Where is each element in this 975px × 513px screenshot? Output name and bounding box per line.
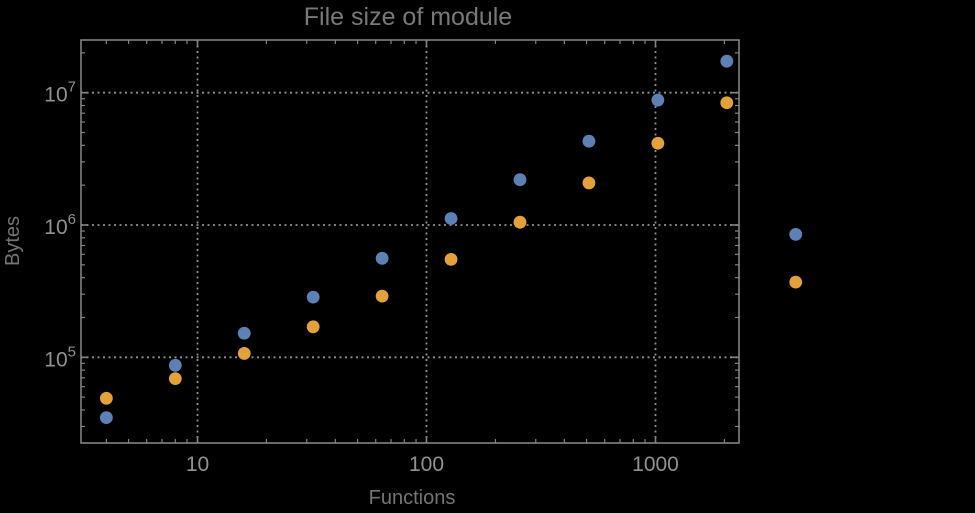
x-tick-label: 10 <box>186 453 209 476</box>
data-point-orange-x8 <box>168 372 182 386</box>
data-point-blue-x32 <box>306 290 320 304</box>
data-point-blue-x4096 <box>789 227 803 241</box>
x-tick-label: 100 <box>409 453 444 476</box>
y-tick-label: 105 <box>44 343 76 371</box>
data-point-orange-x1024 <box>651 136 665 150</box>
data-point-blue-x16 <box>237 326 251 340</box>
plot-layer: 10 100 1000 105 106 107 <box>44 39 803 476</box>
data-point-blue-x2048 <box>720 54 734 68</box>
x-tick-label: 1000 <box>632 453 679 476</box>
data-point-orange-x16 <box>237 347 251 360</box>
data-point-orange-x2048 <box>720 96 734 110</box>
data-point-orange-x512 <box>582 176 596 190</box>
plot-frame <box>80 39 740 444</box>
data-point-orange-x4 <box>99 391 113 405</box>
data-point-blue-x4 <box>99 411 113 425</box>
data-point-orange-x256 <box>513 215 527 229</box>
data-point-blue-x64 <box>375 251 389 265</box>
data-point-blue-x512 <box>582 134 596 148</box>
x-axis-label: Functions <box>369 487 456 509</box>
data-point-blue-x8 <box>168 358 182 372</box>
data-point-orange-x64 <box>375 289 389 303</box>
y-axis-label: Bytes <box>2 216 24 266</box>
data-point-blue-x1024 <box>651 93 665 107</box>
data-point-orange-x32 <box>306 320 320 334</box>
data-point-blue-x128 <box>444 212 458 225</box>
chart-title: File size of module <box>304 3 512 31</box>
data-point-orange-x4096 <box>789 275 803 289</box>
data-point-orange-x128 <box>444 252 458 266</box>
y-tick-label: 107 <box>44 79 76 107</box>
data-point-blue-x256 <box>513 173 527 187</box>
y-tick-label: 106 <box>44 211 76 239</box>
